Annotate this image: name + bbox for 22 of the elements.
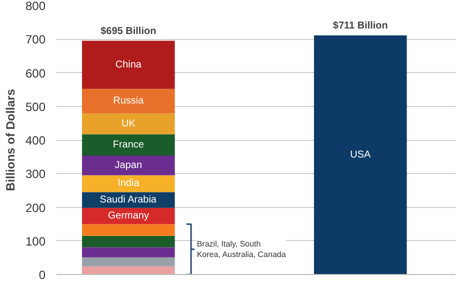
y-tick-label: 300 (25, 167, 46, 182)
series-label: Russia (113, 96, 144, 107)
series-label: India (118, 178, 140, 190)
annotation: Brazil, Italy, South Korea, Australia, Canada (196, 239, 286, 260)
total-label: $695 Billion (100, 26, 156, 37)
y-tick-label: 0 (38, 268, 46, 282)
series-label: Japan (114, 160, 142, 171)
series-label: China (115, 59, 142, 70)
y-tick-label: 500 (25, 100, 46, 114)
y-tick-label: 800 (25, 0, 46, 13)
y-tick-label: 700 (25, 32, 46, 47)
y-tick-label: 200 (25, 200, 46, 215)
series-label: USA (350, 149, 371, 160)
series-label: Germany (108, 210, 149, 222)
y-tick-label: 600 (25, 66, 46, 80)
series-label: France (112, 139, 144, 150)
y-axis-title: Billions of Dollars (3, 88, 18, 192)
series-label: Saudi Arabia (100, 194, 157, 206)
y-tick-label: 100 (25, 234, 46, 248)
series-label: UK (121, 118, 136, 130)
y-tick-label: 400 (25, 134, 46, 148)
total-label: $711 Billion (332, 20, 388, 32)
